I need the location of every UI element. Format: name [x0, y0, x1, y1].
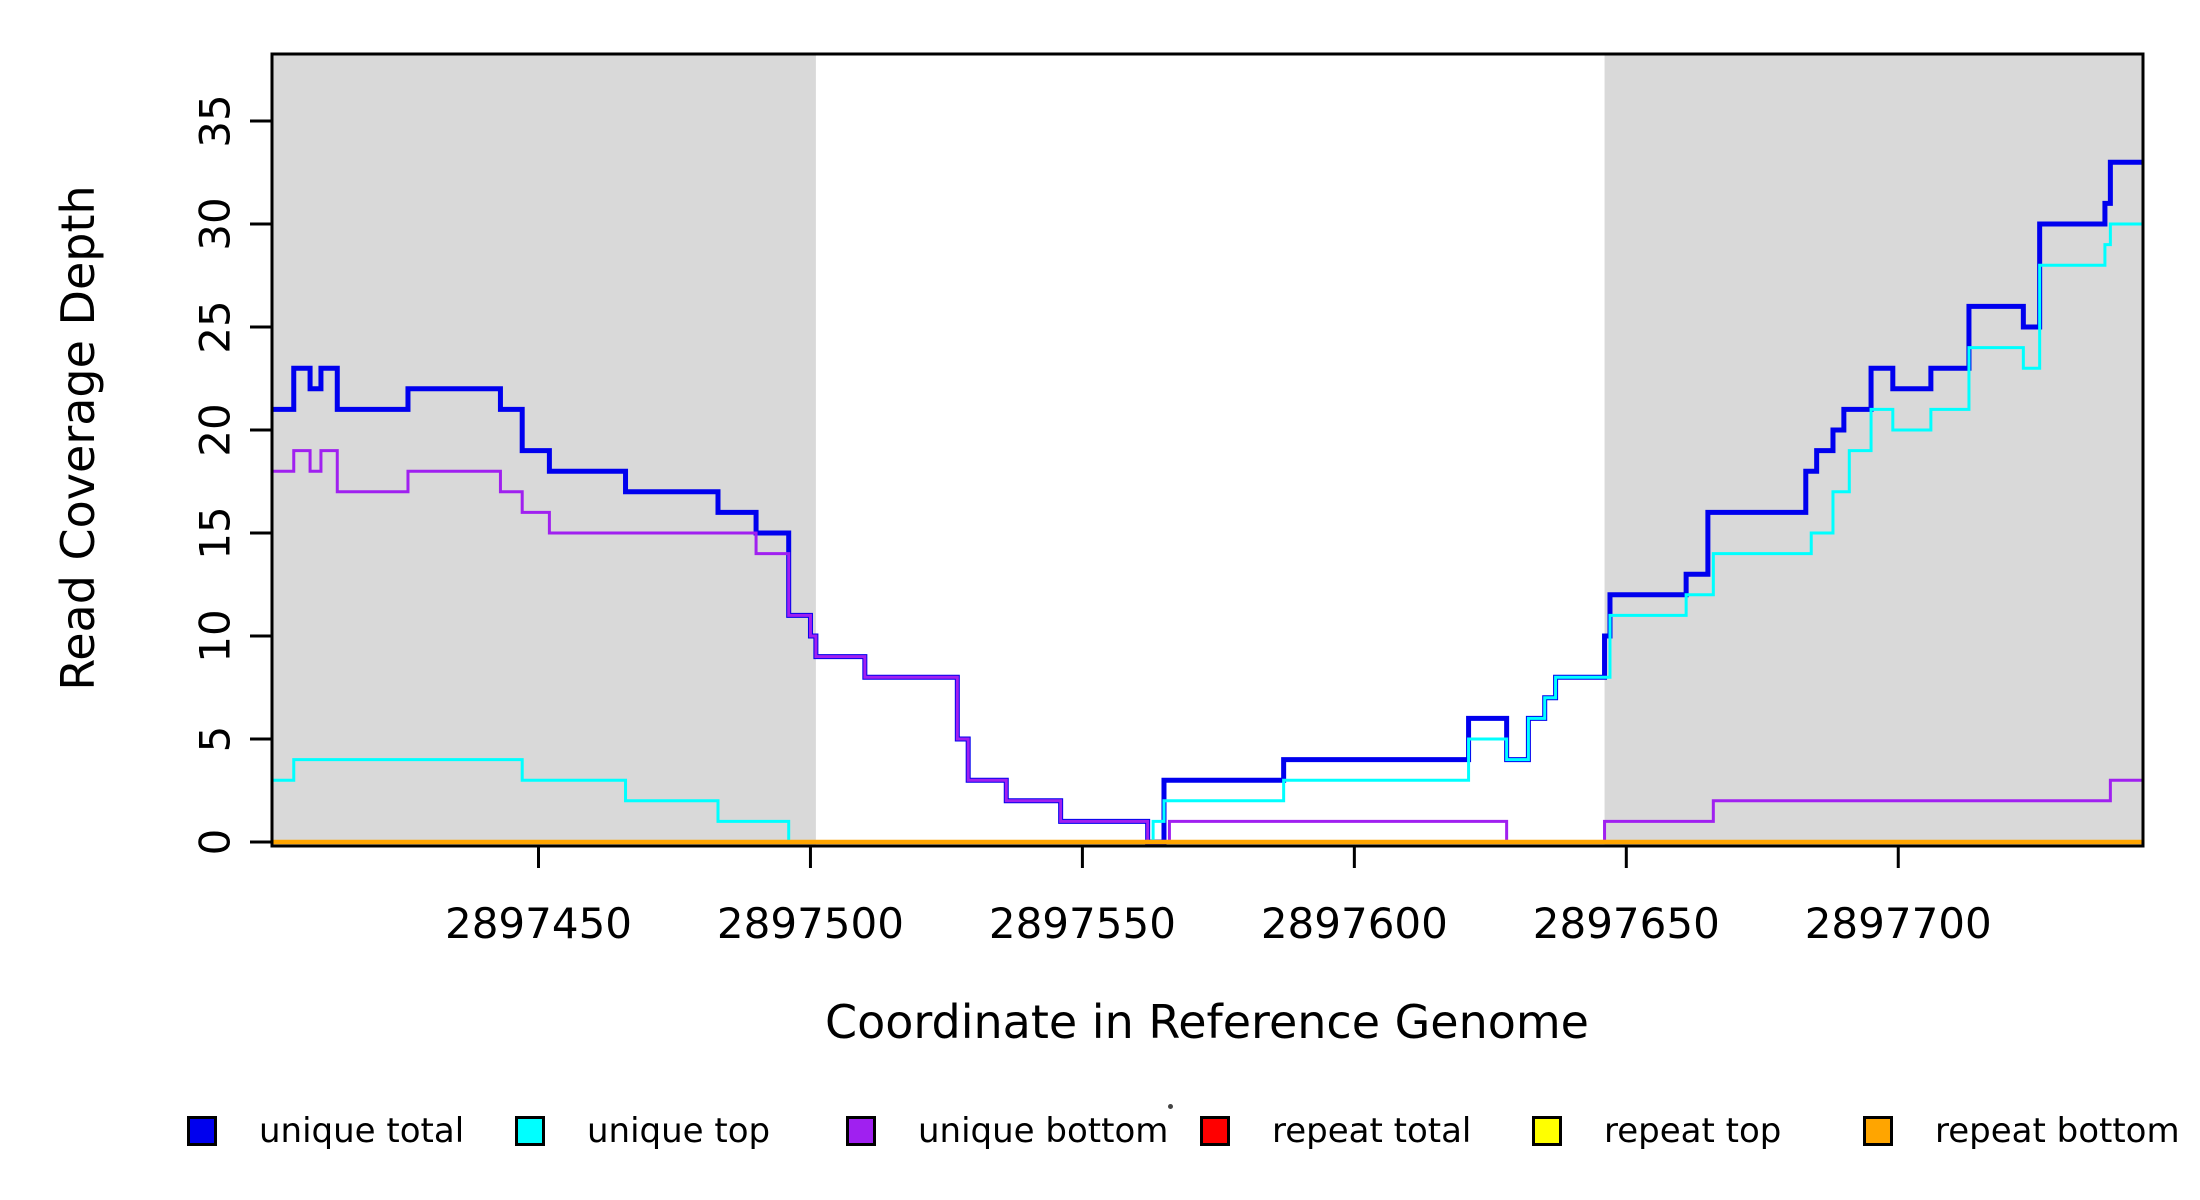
y-tick-label: 10 — [191, 609, 240, 662]
legend-swatch-unique-bottom — [846, 1116, 876, 1146]
legend-label: unique total — [259, 1111, 465, 1151]
series-unique-total — [272, 159, 2143, 845]
y-tick-label: 30 — [191, 197, 240, 250]
x-tick-label: 2897550 — [989, 899, 1176, 948]
y-tick-label: 20 — [191, 403, 240, 456]
legend-swatch-repeat-total — [1200, 1116, 1230, 1146]
legend-item-unique-bottom: unique bottom — [846, 1111, 1168, 1151]
legend-item-unique-top: unique top — [515, 1111, 770, 1151]
legend-item-repeat-total: repeat total — [1200, 1111, 1471, 1151]
x-tick-label: 2897600 — [1261, 899, 1448, 948]
legend-swatch-repeat-bottom — [1863, 1116, 1893, 1146]
legend-item-unique-total: unique total — [187, 1111, 464, 1151]
legend-label: repeat top — [1604, 1111, 1782, 1151]
y-tick-label: 35 — [191, 94, 240, 147]
legend-swatch-unique-top — [515, 1116, 545, 1146]
series-unique-top — [272, 222, 2143, 844]
x-tick-label: 2897650 — [1533, 899, 1720, 948]
y-tick-label: 25 — [191, 300, 240, 353]
y-tick-label: 5 — [191, 726, 240, 753]
legend-label: repeat bottom — [1935, 1111, 2180, 1151]
plot-box — [270, 52, 2145, 848]
series-unique-bottom — [272, 449, 2143, 844]
legend-label: unique bottom — [918, 1111, 1169, 1151]
legend-swatch-unique-total — [187, 1116, 217, 1146]
y-axis-title: Read Coverage Depth — [51, 185, 105, 691]
x-tick-label: 2897500 — [717, 899, 904, 948]
legend-label: repeat total — [1272, 1111, 1472, 1151]
shaded-region-1 — [1604, 54, 2143, 846]
x-axis-title: Coordinate in Reference Genome — [825, 995, 1589, 1049]
legend-item-repeat-top: repeat top — [1532, 1111, 1781, 1151]
legend-item-repeat-bottom: repeat bottom — [1863, 1111, 2180, 1151]
stray-dot-artifact — [1168, 1104, 1173, 1109]
legend-swatch-repeat-top — [1532, 1116, 1562, 1146]
x-tick-label: 2897700 — [1805, 899, 1992, 948]
y-tick-label: 15 — [191, 506, 240, 559]
legend-label: unique top — [587, 1111, 771, 1151]
y-tick-label: 0 — [191, 829, 240, 856]
x-tick-label: 2897450 — [445, 899, 632, 948]
